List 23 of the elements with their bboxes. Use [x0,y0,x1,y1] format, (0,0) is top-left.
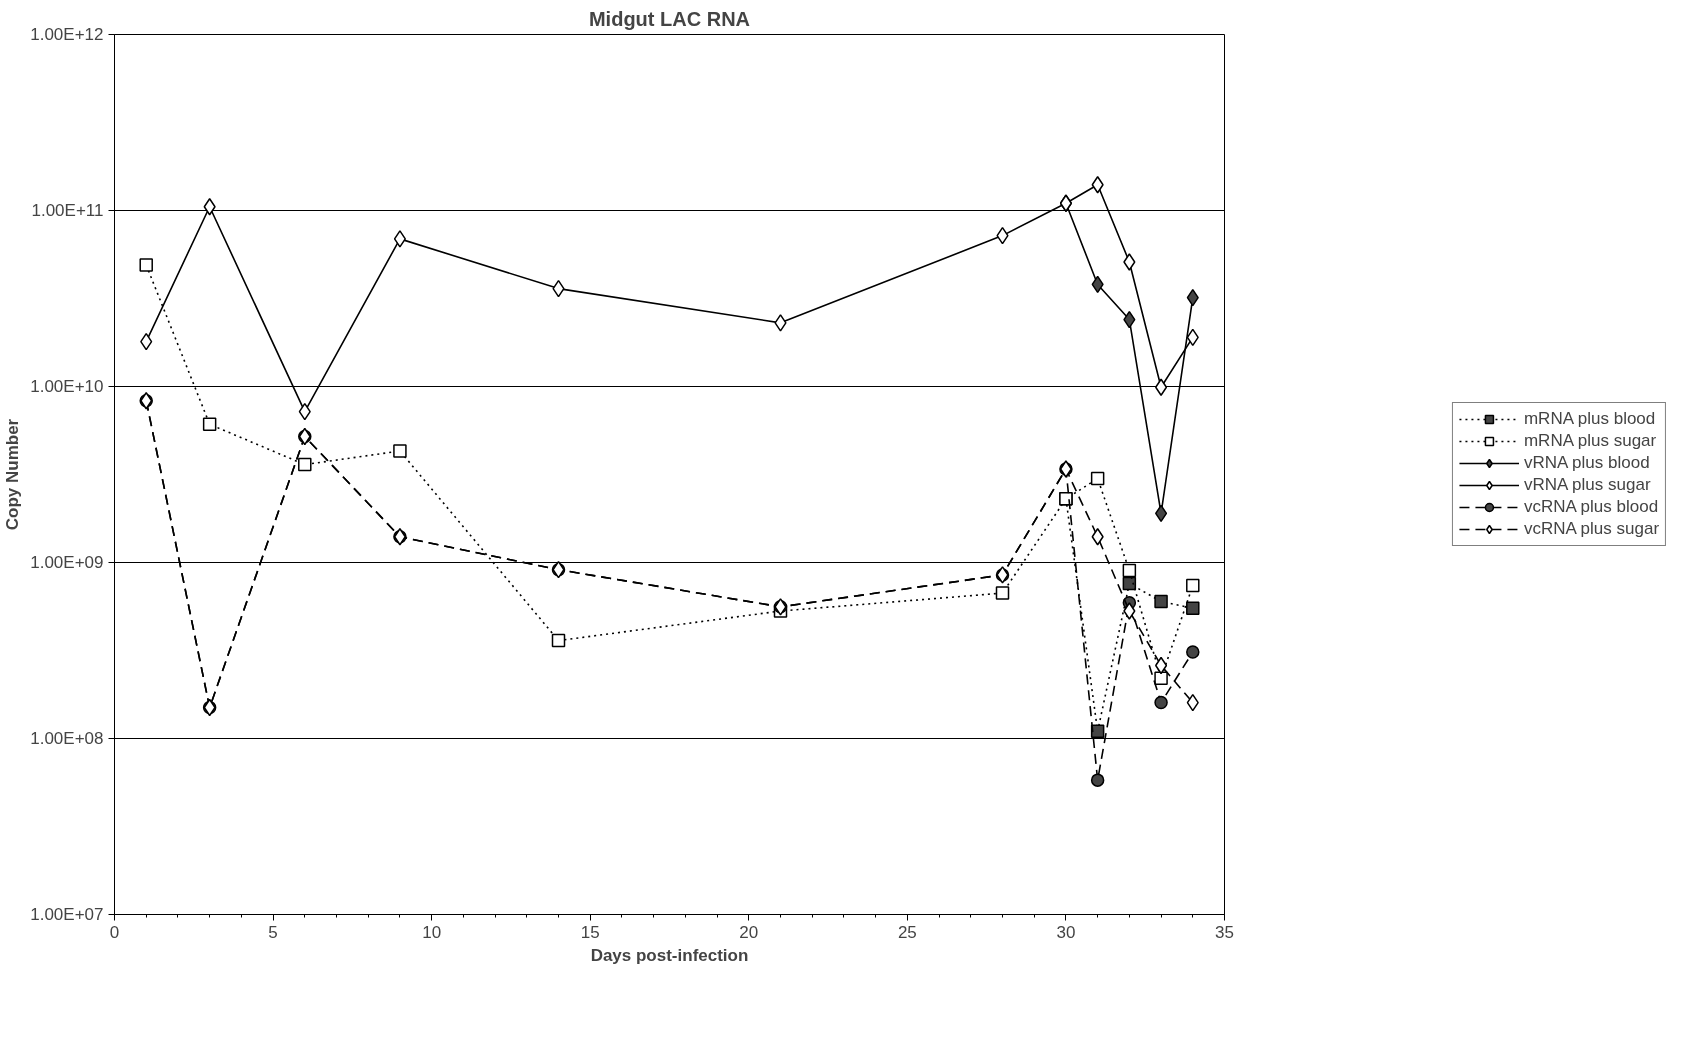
y-tick-label: 1.00E+11 [31,201,104,220]
x-tick-label: 25 [897,922,917,942]
y-tick-label: 1.00E+09 [30,553,104,572]
legend-label: vRNA plus blood [1523,453,1650,473]
x-tick-label: 35 [1215,922,1234,942]
x-axis-title: Days post-infection [590,945,749,965]
x-tick-label: 0 [109,922,120,942]
x-tick-label: 5 [268,922,278,942]
legend-label: vcRNA plus blood [1523,497,1659,517]
y-axis-title: Copy Number [3,418,23,531]
y-tick-label: 1.00E+10 [30,377,104,396]
y-tick-label: 1.00E+07 [30,905,104,924]
y-tick-label: 1.00E+12 [30,25,104,44]
chart-title: Midgut LAC RNA [588,7,751,30]
legend-label: vRNA plus sugar [1523,475,1651,495]
x-tick-label: 10 [422,922,442,942]
legend-label: mRNA plus sugar [1523,431,1657,451]
x-tick-label: 20 [739,922,759,942]
legend-label: mRNA plus blood [1523,409,1656,429]
y-tick-label: 1.00E+08 [30,729,104,748]
x-tick-label: 30 [1056,922,1076,942]
legend-label: vcRNA plus sugar [1523,519,1660,539]
x-tick-label: 15 [580,922,600,942]
